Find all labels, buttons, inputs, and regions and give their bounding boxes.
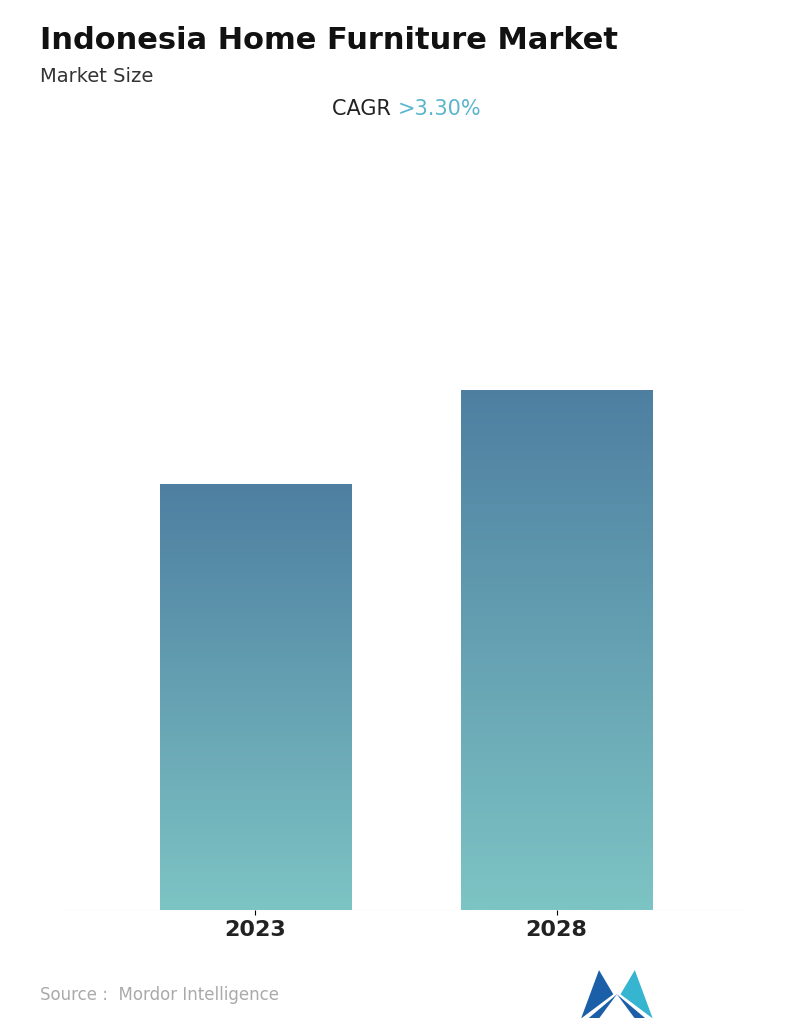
Polygon shape xyxy=(588,995,646,1018)
Text: CAGR: CAGR xyxy=(333,98,398,119)
Text: Source :  Mordor Intelligence: Source : Mordor Intelligence xyxy=(40,985,279,1004)
Polygon shape xyxy=(621,970,653,1018)
Text: Indonesia Home Furniture Market: Indonesia Home Furniture Market xyxy=(40,26,618,55)
Polygon shape xyxy=(581,970,613,1018)
Text: >3.30%: >3.30% xyxy=(398,98,482,119)
Text: Market Size: Market Size xyxy=(40,67,153,86)
Polygon shape xyxy=(599,995,635,1018)
